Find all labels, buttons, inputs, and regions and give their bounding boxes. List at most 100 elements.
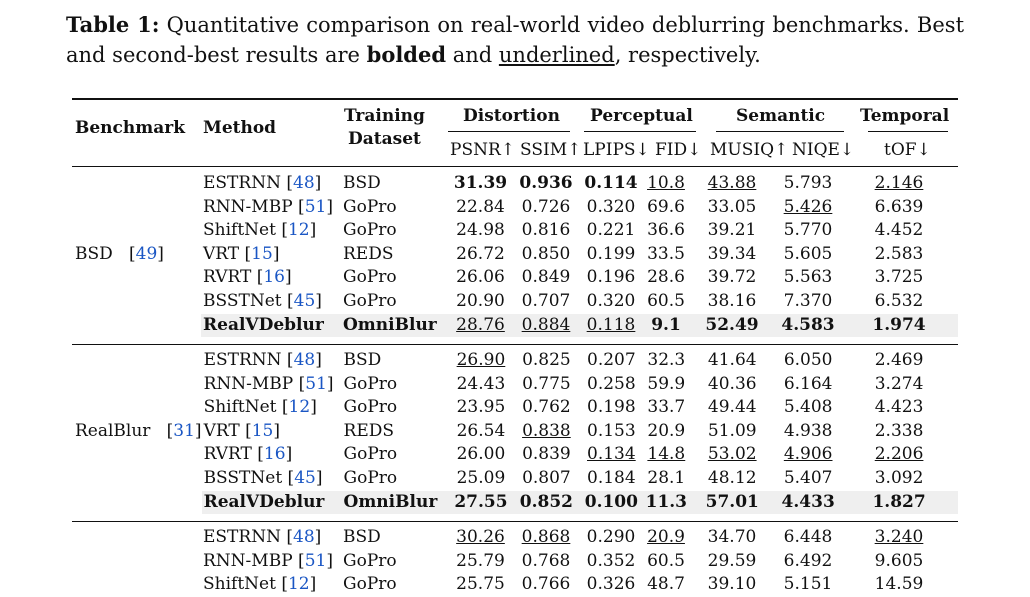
citation-link[interactable]: 45 (293, 290, 316, 311)
metric-value-cell: 48.12 (688, 467, 776, 491)
method-name: RNN-MBP (203, 373, 294, 394)
metric-value-cell: 25.79 (447, 550, 514, 574)
header-metric-psnr: PSNR↑ (450, 140, 516, 160)
metric-value-cell: 20.90 (447, 290, 514, 314)
metric-value: 0.326 (586, 574, 636, 595)
metric-value-cell: 48.7 (644, 573, 688, 597)
metric-value-cell: 10.8 (644, 172, 688, 196)
method-cell: ESTRNN [48] (203, 350, 322, 370)
metric-value: 53.02 (707, 444, 757, 465)
metric-value: 39.21 (707, 220, 757, 241)
caption-underlined-word: underlined (498, 43, 615, 67)
metric-value-cell: 2.338 (840, 420, 958, 444)
training-dataset-cell: OmniBlur (343, 490, 448, 515)
metric-value: 4.452 (874, 220, 924, 241)
metric-value: 0.320 (586, 290, 636, 311)
metric-value-cell: 0.320 (578, 290, 644, 314)
metric-value: 39.10 (707, 574, 757, 595)
metric-value: 0.884 (521, 314, 571, 335)
section-bsd: BSD [49] ESTRNN [48] BSD 31.39 0.936 0.114 10.… (72, 172, 958, 338)
citation-link[interactable]: 16 (263, 444, 286, 465)
citation-link[interactable]: 12 (287, 574, 310, 595)
citation-link[interactable]: 15 (251, 420, 274, 441)
benchmark-cell: RealBlur [31] (75, 420, 202, 441)
metric-value-cell: 31.39 (447, 172, 514, 196)
metric-value-cell: 27.55 (447, 490, 515, 515)
metric-value-cell: 0.775 (514, 373, 578, 397)
metric-value: 29.59 (707, 550, 757, 571)
metric-value-cell: 43.88 (688, 172, 776, 196)
citation-link[interactable]: 49 (135, 243, 158, 264)
citation-link[interactable]: 45 (294, 467, 316, 488)
metric-value-cell: 3.274 (840, 373, 958, 397)
metric-value: 2.583 (874, 243, 924, 264)
metric-value-cell: 4.452 (840, 219, 958, 243)
metric-value-cell: 0.852 (514, 490, 579, 515)
citation-link[interactable]: 31 (173, 420, 195, 441)
metric-value: 0.766 (521, 574, 571, 595)
metric-value: 26.90 (456, 350, 506, 370)
group-underline-distortion (448, 131, 570, 132)
metric-value-cell: 25.75 (447, 573, 514, 597)
metric-value-cell: 20.9 (644, 420, 688, 444)
metric-value-cell: 23.95 (447, 396, 514, 420)
metric-value: 26.06 (456, 267, 505, 288)
citation-link[interactable]: 48 (293, 173, 315, 193)
header-group-perceptual: Perceptual (590, 106, 693, 126)
citation-link[interactable]: 48 (293, 350, 316, 370)
metric-value-cell: 6.050 (776, 349, 840, 373)
metric-value-cell: 39.72 (688, 266, 776, 290)
metric-value-cell: 5.770 (776, 219, 840, 243)
citation-link[interactable]: 12 (287, 220, 310, 241)
metric-value: 5.426 (783, 196, 833, 217)
section-realblur: RealBlur [31] ESTRNN [48] BSD 26.90 0.825 0.2… (72, 349, 958, 515)
method-name: BSSTNet (203, 467, 283, 488)
metric-value: 9.1 (651, 314, 681, 335)
metric-value-cell: 1.974 (840, 313, 958, 338)
caption-text-2: and (446, 43, 499, 67)
table-row: BSSTNet [45] GoPro 20.90 0.707 0.320 60.5 38.1… (72, 290, 958, 314)
metric-value: 52.49 (705, 314, 759, 335)
metric-value-cell: 0.816 (514, 219, 578, 243)
metric-value: 5.770 (783, 220, 833, 241)
method-cell: VRT [15] (203, 420, 281, 441)
section-rule-1 (72, 344, 958, 345)
citation-link[interactable]: 51 (304, 550, 327, 571)
metric-value: 0.849 (521, 267, 571, 288)
metric-value: 39.34 (707, 243, 757, 264)
metric-value: 0.207 (587, 350, 636, 370)
citation-link[interactable]: 15 (251, 243, 273, 264)
metric-value: 28.76 (456, 314, 505, 335)
section-rule-2 (72, 521, 958, 522)
metric-value-cell: 49.44 (688, 396, 776, 420)
metric-value-cell: 0.936 (514, 172, 578, 196)
metric-value-cell: 28.76 (447, 313, 514, 338)
metric-value-cell: 52.49 (688, 313, 776, 338)
metric-value: 0.258 (587, 373, 636, 394)
metric-value-cell: 7.370 (776, 290, 840, 314)
citation-link[interactable]: 48 (293, 527, 315, 547)
caption-label: Table 1: (66, 12, 160, 37)
metric-value-cell: 0.352 (578, 550, 644, 574)
metric-value: 0.726 (521, 196, 571, 217)
table-row: RVRT [16] GoPro 26.00 0.839 0.134 14.8 53.02 4.… (72, 443, 958, 467)
metric-value: 0.762 (522, 397, 571, 418)
citation-link[interactable]: 12 (288, 397, 311, 418)
metric-value-cell: 3.092 (840, 467, 958, 491)
metric-value-cell: 0.134 (578, 443, 644, 467)
method-name: ESTRNN (203, 527, 281, 547)
metric-value: 30.26 (456, 527, 505, 547)
method-cell: ESTRNN [48] (203, 173, 322, 193)
citation-link[interactable]: 51 (305, 373, 327, 394)
metric-value: 0.352 (586, 550, 636, 571)
metric-value: 14.59 (874, 574, 924, 595)
training-dataset-cell: GoPro (343, 373, 398, 394)
metric-value: 69.6 (647, 196, 685, 217)
citation-link[interactable]: 51 (304, 196, 327, 217)
metric-value: 0.290 (586, 527, 636, 547)
citation-link[interactable]: 16 (263, 267, 285, 288)
metric-value: 4.906 (783, 444, 833, 465)
metric-value-cell: 4.583 (776, 313, 840, 338)
metric-value: 28.1 (647, 467, 686, 488)
metric-value-cell: 0.198 (578, 396, 644, 420)
